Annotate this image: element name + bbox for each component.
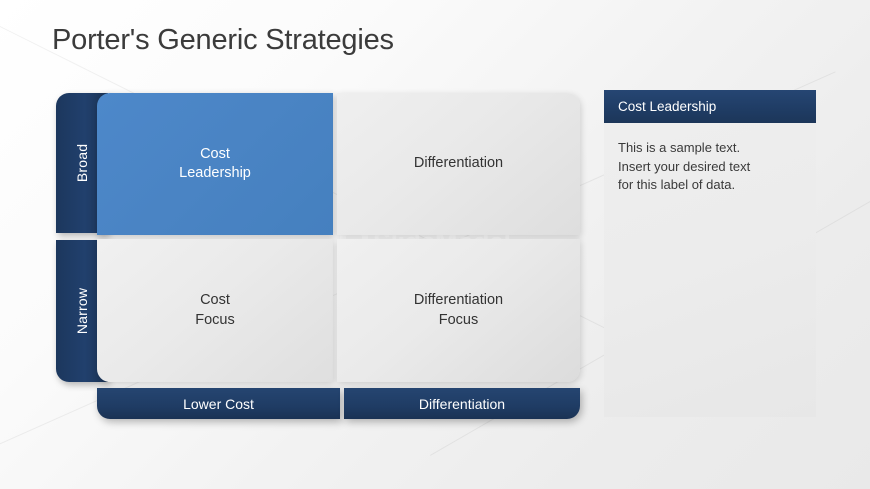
quadrant-cost-leadership[interactable]: Cost Leadership (97, 93, 333, 235)
quadrant-label-differentiation: Differentiation (413, 155, 504, 172)
detail-panel-header: Cost Leadership (604, 90, 816, 123)
quadrant-label-differentiation-focus: Differentiation Focus (413, 292, 504, 328)
axis-y-label-narrow: Narrow (74, 287, 90, 335)
detail-panel: Cost Leadership This is a sample text. I… (604, 90, 816, 417)
axis-x-segment-differentiation[interactable]: Differentiation (344, 388, 580, 419)
quadrant-differentiation-focus[interactable]: Differentiation Focus (337, 239, 580, 382)
detail-panel-body[interactable]: This is a sample text. Insert your desir… (604, 123, 816, 417)
axis-y-label-broad: Broad (74, 143, 90, 183)
quadrant-differentiation[interactable]: Differentiation (337, 93, 580, 235)
quadrant-label-cost-focus: Cost Focus (195, 292, 235, 328)
quadrant-label-cost-leadership: Cost Leadership (179, 145, 251, 181)
axis-x-label-lower-cost: Lower Cost (183, 395, 254, 412)
quadrant-cost-focus[interactable]: Cost Focus (97, 239, 333, 382)
axis-x-segment-lower-cost[interactable]: Lower Cost (97, 388, 340, 419)
page-title: Porter's Generic Strategies (52, 24, 394, 56)
axis-x-label-differentiation: Differentiation (418, 395, 506, 412)
